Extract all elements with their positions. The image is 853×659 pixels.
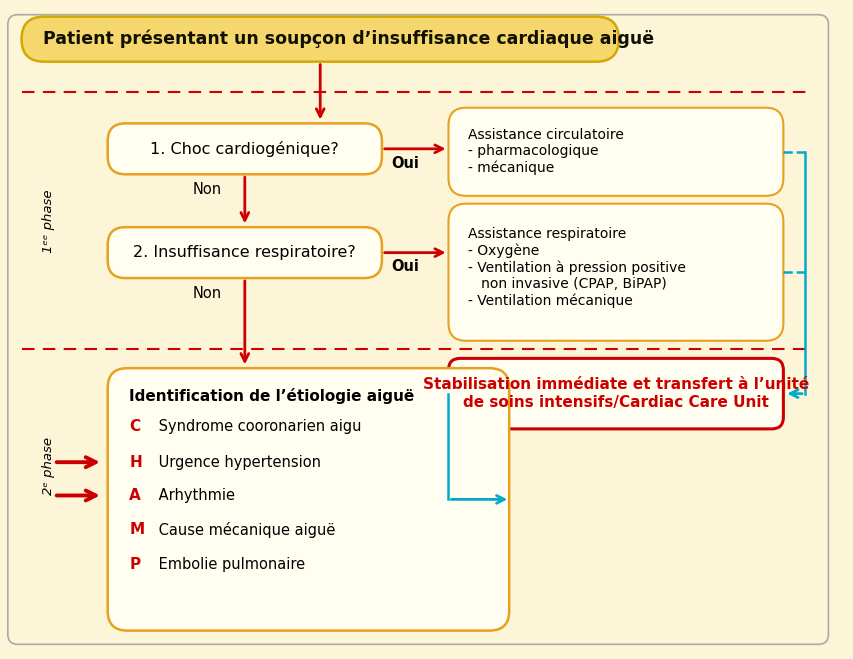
FancyBboxPatch shape xyxy=(21,16,618,62)
Text: Urgence hypertension: Urgence hypertension xyxy=(154,455,321,470)
Text: Cause mécanique aiguë: Cause mécanique aiguë xyxy=(154,522,334,538)
Text: A: A xyxy=(129,488,141,503)
Text: Assistance circulatoire
- pharmacologique
- mécanique: Assistance circulatoire - pharmacologiqu… xyxy=(467,129,624,175)
Text: Non: Non xyxy=(193,182,222,197)
Text: 2. Insuffisance respiratoire?: 2. Insuffisance respiratoire? xyxy=(133,245,356,260)
Text: Non: Non xyxy=(193,286,222,301)
Text: Embolie pulmonaire: Embolie pulmonaire xyxy=(154,556,305,571)
FancyBboxPatch shape xyxy=(448,204,782,341)
Text: Stabilisation immédiate et transfert à l’unité
de soins intensifs/Cardiac Care U: Stabilisation immédiate et transfert à l… xyxy=(422,378,808,410)
Text: Arhythmie: Arhythmie xyxy=(154,488,235,503)
Text: Assistance respiratoire
- Oxygène
- Ventilation à pression positive
   non invas: Assistance respiratoire - Oxygène - Vent… xyxy=(467,227,685,308)
FancyBboxPatch shape xyxy=(448,107,782,196)
Text: Oui: Oui xyxy=(391,156,419,171)
FancyBboxPatch shape xyxy=(448,358,782,429)
Text: Identification de l’étiologie aiguë: Identification de l’étiologie aiguë xyxy=(129,387,414,403)
FancyBboxPatch shape xyxy=(107,227,381,278)
Text: Patient présentant un soupçon d’insuffisance cardiaque aiguë: Patient présentant un soupçon d’insuffis… xyxy=(43,30,653,48)
Text: C: C xyxy=(129,419,140,434)
Text: M: M xyxy=(129,522,144,537)
Text: P: P xyxy=(129,556,140,571)
Text: 1. Choc cardiogénique?: 1. Choc cardiogénique? xyxy=(150,141,339,157)
FancyBboxPatch shape xyxy=(107,123,381,174)
Text: 2ᵉ phase: 2ᵉ phase xyxy=(43,437,55,495)
Text: 1ᵉᵉ phase: 1ᵉᵉ phase xyxy=(43,190,55,253)
Text: Oui: Oui xyxy=(391,260,419,275)
Text: Syndrome cooronarien aigu: Syndrome cooronarien aigu xyxy=(154,419,361,434)
Text: H: H xyxy=(129,455,142,470)
FancyBboxPatch shape xyxy=(107,368,508,631)
